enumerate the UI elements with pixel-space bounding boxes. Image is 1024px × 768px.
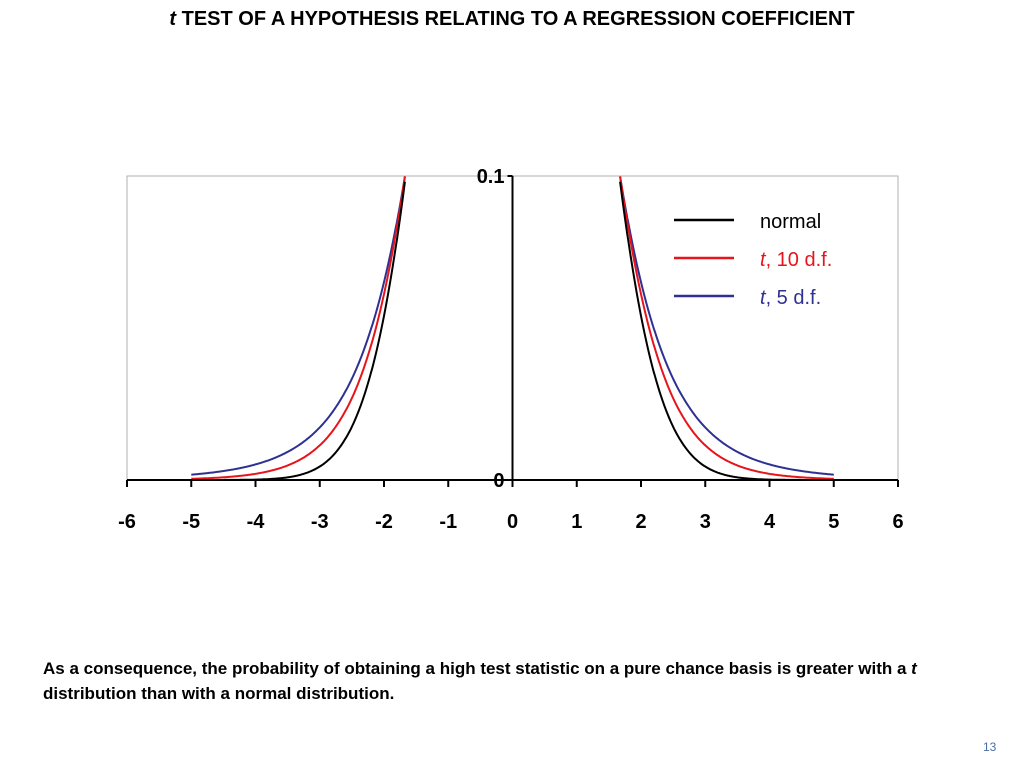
- title-text: TEST OF A HYPOTHESIS RELATING TO A REGRE…: [176, 8, 855, 30]
- caption-part-2: distribution than with a normal distribu…: [43, 684, 395, 703]
- series-line: [191, 176, 406, 476]
- x-tick-label: -2: [375, 511, 393, 533]
- x-tick-label: -1: [439, 511, 457, 533]
- x-tick-label: 0: [507, 511, 518, 533]
- series-line: [191, 181, 406, 481]
- legend-label: t, 5 d.f.: [760, 287, 821, 309]
- page-number: 13: [983, 740, 997, 754]
- slide-title: t TEST OF A HYPOTHESIS RELATING TO A REG…: [0, 8, 1024, 31]
- x-tick-label: 4: [764, 511, 776, 533]
- x-tick-label: 3: [700, 511, 711, 533]
- series-line: [619, 181, 834, 481]
- caption-italic-t: t: [911, 659, 917, 678]
- x-tick-label: 5: [828, 511, 839, 533]
- legend-label: t, 10 d.f.: [760, 249, 832, 271]
- series-line: [619, 176, 834, 476]
- caption: As a consequence, the probability of obt…: [43, 656, 983, 706]
- caption-part-1: As a consequence, the probability of obt…: [43, 659, 912, 678]
- x-tick-label: -3: [311, 511, 329, 533]
- y-tick-label: 0.1: [477, 166, 505, 188]
- x-tick-label: -5: [182, 511, 200, 533]
- x-tick-label: 1: [571, 511, 582, 533]
- series-line: [191, 176, 406, 480]
- series-line: [619, 176, 834, 480]
- x-tick-label: 6: [892, 511, 903, 533]
- legend-label: normal: [760, 211, 821, 233]
- x-tick-label: -6: [118, 511, 136, 533]
- x-tick-label: 2: [635, 511, 646, 533]
- x-tick-label: -4: [247, 511, 266, 533]
- title-italic-t: t: [169, 8, 177, 30]
